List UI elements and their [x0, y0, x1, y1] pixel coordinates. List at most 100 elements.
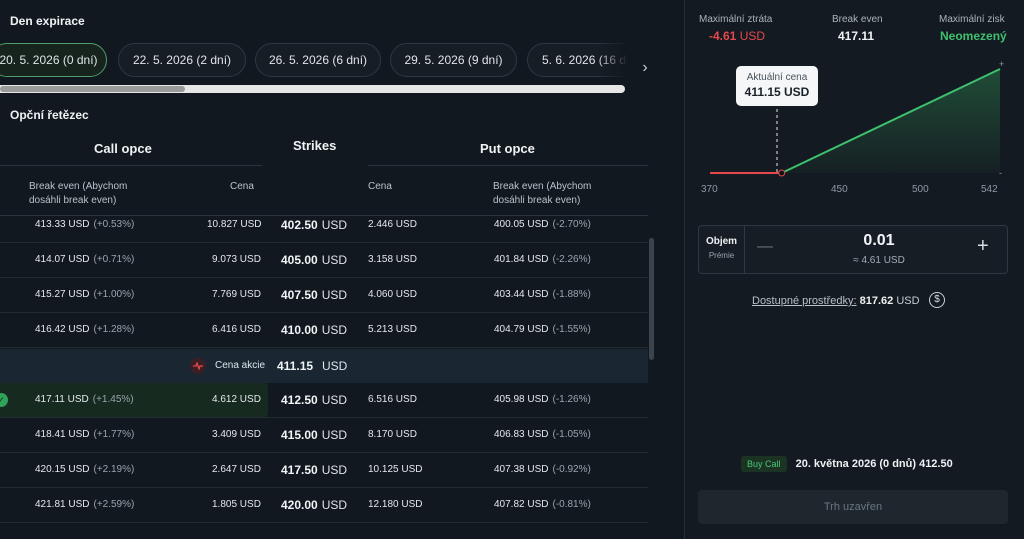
available-funds-label[interactable]: Dostupné prostředky:: [752, 295, 857, 307]
call-break-even: 413.33 USD: [35, 219, 90, 230]
table-row[interactable]: 420.15 USD (+2.19%) 2.647 USD 417.50 USD 1…: [0, 453, 648, 488]
table-row-selected[interactable]: ✓ 417.11 USD (+1.45%) 4.612 USD 412.50 USD…: [0, 383, 648, 418]
trade-button[interactable]: Trh uzavřen: [698, 490, 1008, 524]
table-row[interactable]: 421.81 USD (+2.59%) 1.805 USD 420.00 USD 1…: [0, 488, 648, 523]
put-break-even-pct: (-1.26%): [552, 394, 591, 405]
expiration-date-pill[interactable]: 29. 5. 2026 (9 dní): [390, 43, 517, 77]
put-price[interactable]: 12.180 USD: [368, 499, 423, 510]
profit-line: [781, 68, 1001, 174]
call-break-even-pct: (+1.45%): [92, 394, 134, 405]
put-price[interactable]: 8.170 USD: [368, 429, 417, 440]
minus-icon[interactable]: —: [757, 238, 773, 255]
strike-value: 415.00: [281, 428, 318, 442]
divider: [0, 165, 262, 166]
divider: [368, 165, 648, 166]
svg-text:+: +: [999, 59, 1004, 69]
quantity-label: Objem: [705, 236, 738, 247]
quantity-input[interactable]: 0.01: [863, 232, 895, 249]
stock-price-unit: USD: [322, 359, 348, 373]
call-price[interactable]: 6.416 USD: [212, 324, 261, 335]
chevron-right-icon[interactable]: ›: [642, 59, 648, 76]
call-break-even-pct: (+1.00%): [93, 289, 135, 300]
table-row[interactable]: 418.41 USD (+1.77%) 3.409 USD 415.00 USD 8…: [0, 418, 648, 453]
break-even-value: 417.11: [838, 29, 875, 43]
table-row[interactable]: 414.07 USD (+0.71%) 9.073 USD 405.00 USD 3…: [0, 243, 648, 278]
strike-value: 410.00: [281, 323, 318, 337]
quantity-stepper: Objem Prémie — 0.01 ≈ 4.61 USD +: [698, 225, 1008, 274]
call-break-even-pct: (+0.71%): [93, 254, 135, 265]
strike-unit: USD: [321, 498, 348, 512]
max-loss-value: -4.61 USD: [709, 29, 766, 43]
put-break-even: 401.84 USD: [494, 254, 549, 265]
put-break-even: 407.82 USD: [494, 499, 549, 510]
table-row[interactable]: 415.27 USD (+1.00%) 7.769 USD 407.50 USD 4…: [0, 278, 648, 313]
vertical-scrollbar[interactable]: [649, 238, 654, 360]
tooltip-value: 411.15 USD: [744, 85, 810, 99]
put-break-even-pct: (-2.70%): [552, 219, 591, 230]
call-break-even-pct: (+0.53%): [93, 219, 135, 230]
column-header-put-price: Cena: [368, 181, 392, 192]
call-price[interactable]: 10.827 USD: [207, 219, 262, 230]
divider: [0, 215, 648, 216]
strike-point: [778, 169, 786, 177]
break-even-label: Break even: [832, 14, 883, 25]
call-options-header: Call opce: [94, 141, 152, 156]
put-price[interactable]: 10.125 USD: [368, 464, 423, 475]
strike-unit: USD: [321, 218, 348, 232]
call-price[interactable]: 1.805 USD: [212, 499, 261, 510]
strike-value: 402.50: [281, 218, 318, 232]
call-price[interactable]: 9.073 USD: [212, 254, 261, 265]
expiration-date-pill[interactable]: 26. 5. 2026 (6 dní): [255, 43, 381, 77]
put-break-even: 407.38 USD: [494, 464, 549, 475]
deposit-icon[interactable]: $: [929, 292, 945, 308]
put-price[interactable]: 4.060 USD: [368, 289, 417, 300]
expiration-title: Den expirace: [10, 14, 85, 28]
table-row[interactable]: 416.42 USD (+1.28%) 6.416 USD 410.00 USD 5…: [0, 313, 648, 348]
quantity-mode-toggle[interactable]: Objem Prémie: [699, 226, 745, 273]
put-break-even-pct: (-1.05%): [552, 429, 591, 440]
put-break-even-pct: (-1.55%): [552, 324, 591, 335]
available-funds-unit: USD: [896, 295, 920, 307]
check-icon: ✓: [0, 393, 8, 407]
column-header-call-break-even: Break even (Abychom dosáhli break even): [29, 181, 128, 206]
max-profit-label: Maximální zisk: [939, 14, 1005, 25]
call-break-even-pct: (+1.77%): [93, 429, 135, 440]
expiration-date-pill[interactable]: 20. 5. 2026 (0 dní): [0, 43, 107, 77]
horizontal-scrollbar[interactable]: [0, 85, 625, 93]
table-row[interactable]: 413.33 USD (+0.53%) 10.827 USD 402.50 USD …: [0, 208, 648, 243]
call-price[interactable]: 2.647 USD: [212, 464, 261, 475]
call-break-even: 418.41 USD: [35, 429, 90, 440]
premium-value: ≈ 4.61 USD: [853, 255, 905, 266]
available-funds-value: 817.62: [859, 295, 894, 307]
call-price[interactable]: 4.612 USD: [212, 394, 261, 405]
strike-value: 417.50: [281, 463, 318, 477]
max-profit-value: Neomezený: [940, 29, 1007, 43]
strike-value: 412.50: [281, 393, 318, 407]
order-summary: Buy Call 20. května 2026 (0 dnů) 412.50: [741, 456, 953, 472]
x-tick-label: 542: [981, 184, 998, 195]
order-description: 20. května 2026 (0 dnů) 412.50: [795, 458, 953, 470]
plus-icon[interactable]: +: [977, 235, 989, 257]
call-break-even-pct: (+2.59%): [93, 499, 135, 510]
scrollbar-thumb[interactable]: [0, 86, 185, 92]
call-price[interactable]: 3.409 USD: [212, 429, 261, 440]
strike-value: 420.00: [281, 498, 318, 512]
available-funds: Dostupné prostředky: 817.62 USD: [752, 295, 920, 307]
payoff-chart: + -: [710, 59, 1004, 178]
call-price[interactable]: 7.769 USD: [212, 289, 261, 300]
call-break-even-pct: (+2.19%): [93, 464, 135, 475]
strike-value: 405.00: [281, 253, 318, 267]
x-tick-label: 370: [701, 184, 718, 195]
call-break-even-pct: (+1.28%): [93, 324, 135, 335]
strike-unit: USD: [321, 393, 348, 407]
stock-price-value: 411.15: [277, 359, 314, 373]
options-chain-pane: Den expirace 20. 5. 2026 (0 dní) 22. 5. …: [0, 14, 654, 523]
expiration-date-pill[interactable]: 22. 5. 2026 (2 dní): [118, 43, 246, 77]
call-break-even: 416.42 USD: [35, 324, 90, 335]
put-price[interactable]: 5.213 USD: [368, 324, 417, 335]
chain-title: Opční řetězec: [10, 108, 89, 122]
put-break-even: 400.05 USD: [494, 219, 549, 230]
put-price[interactable]: 2.446 USD: [368, 219, 417, 230]
put-price[interactable]: 3.158 USD: [368, 254, 417, 265]
put-price[interactable]: 6.516 USD: [368, 394, 417, 405]
